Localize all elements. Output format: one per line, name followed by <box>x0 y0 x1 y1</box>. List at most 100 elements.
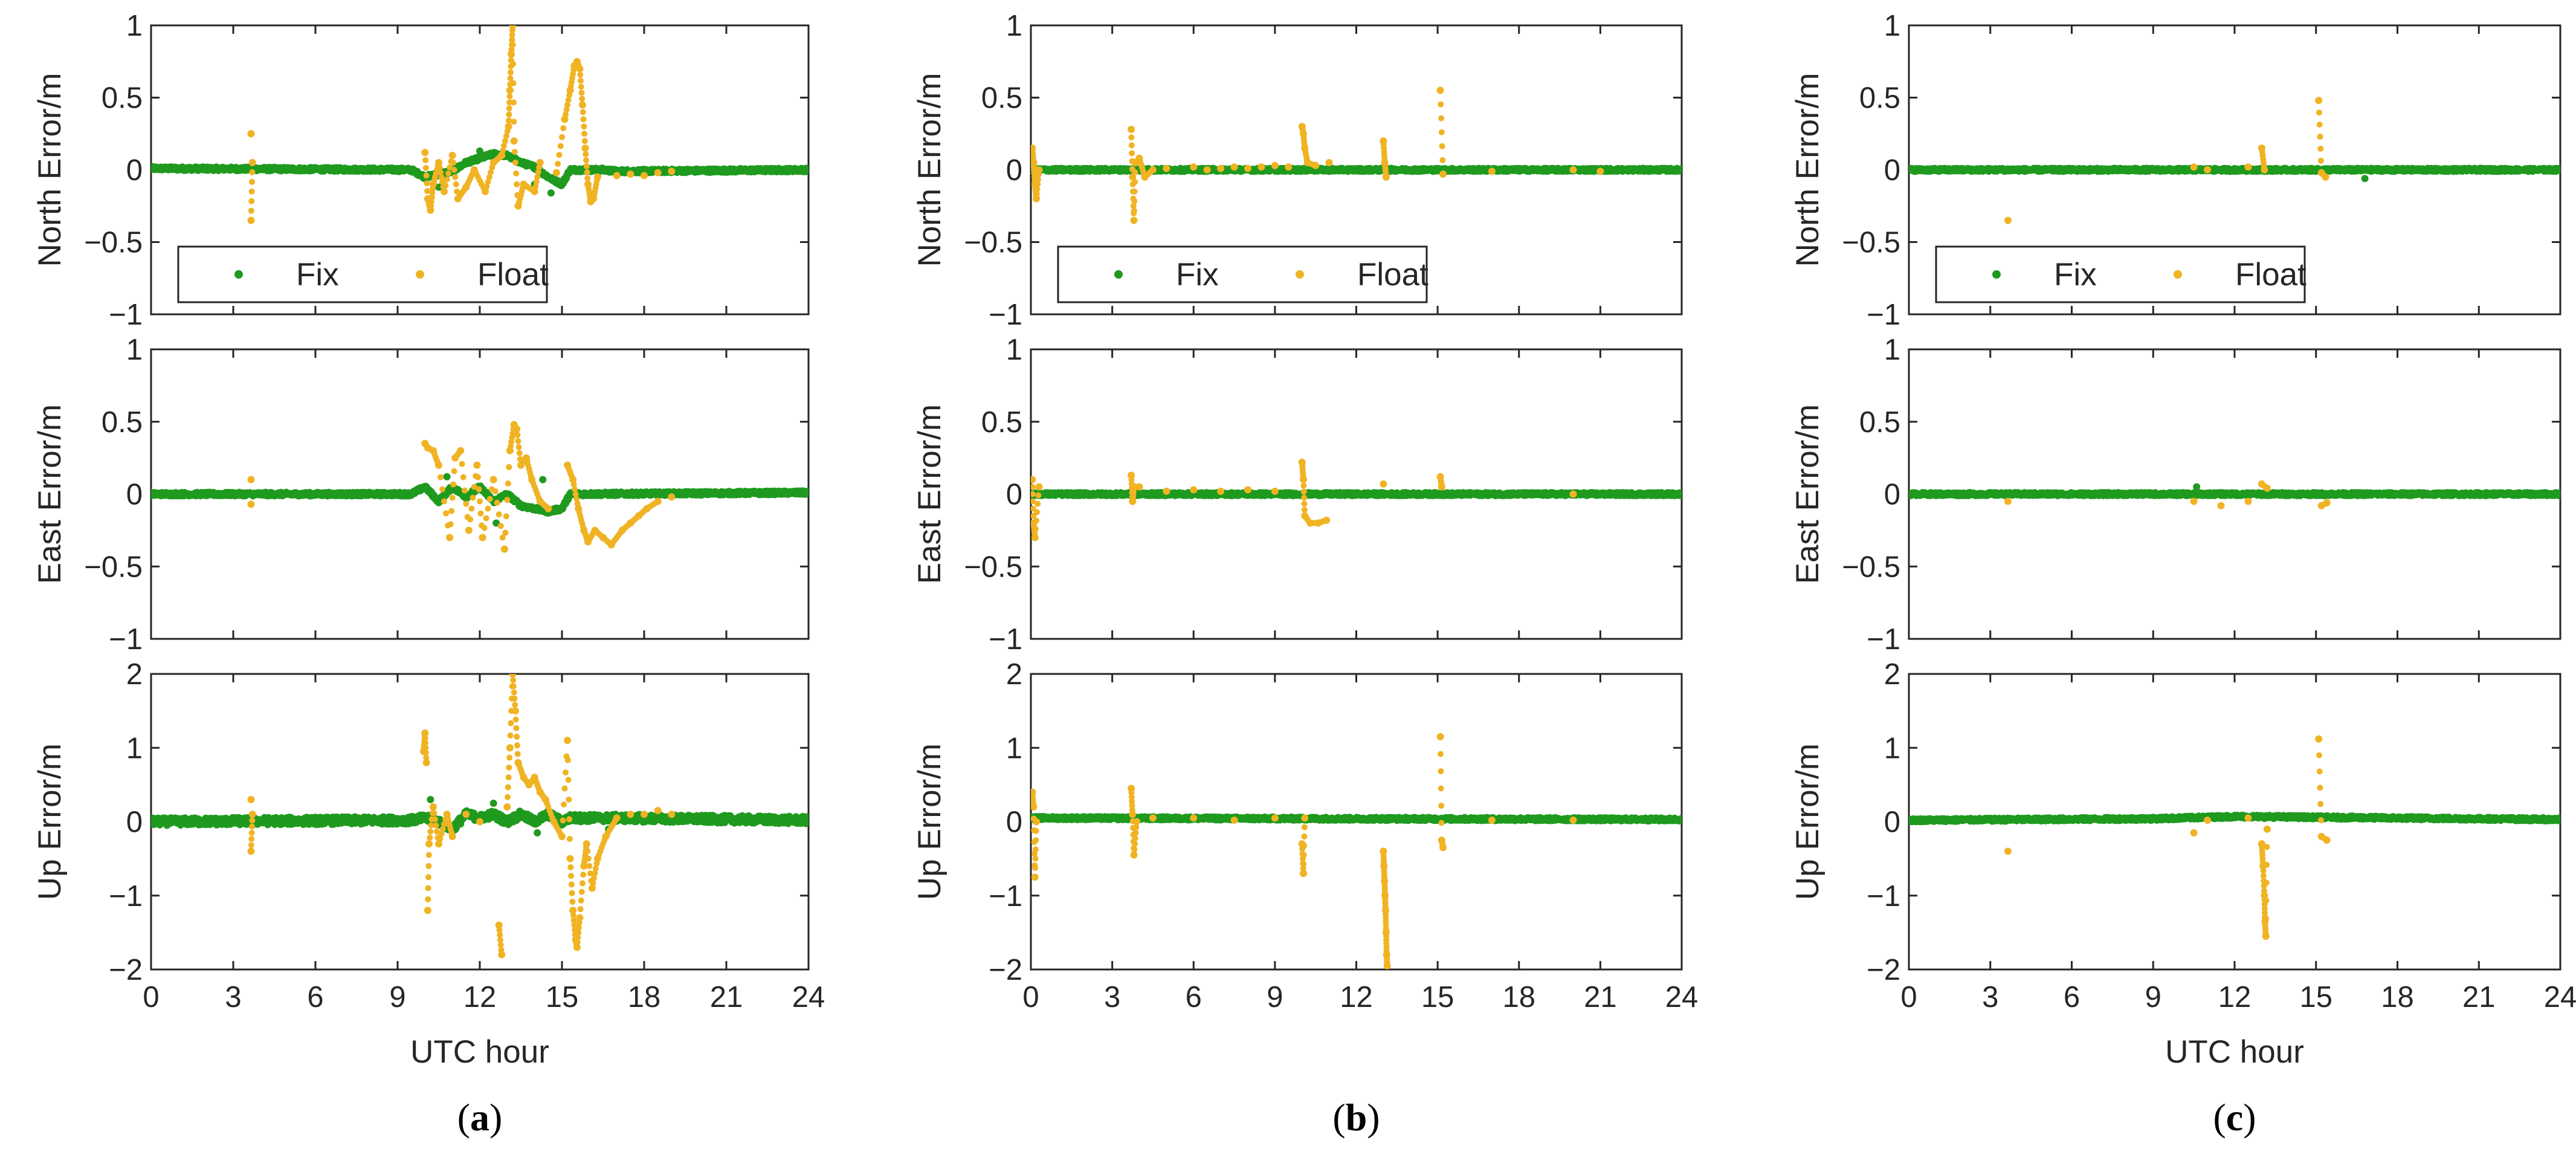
data-point <box>248 829 255 836</box>
plot-area <box>1031 86 1682 224</box>
data-point <box>496 927 503 933</box>
series-fix <box>151 795 809 837</box>
data-point <box>509 36 515 43</box>
data-point <box>438 830 445 837</box>
y-tick-label: 0.5 <box>981 82 1022 115</box>
series-float <box>247 674 676 959</box>
data-point <box>580 116 587 123</box>
panel-label: (a) <box>457 1096 503 1139</box>
data-point <box>654 807 662 815</box>
data-point <box>574 500 581 507</box>
data-point <box>498 947 505 953</box>
data-point <box>446 534 454 542</box>
data-point <box>433 828 440 835</box>
data-point <box>513 425 520 432</box>
data-point <box>439 826 446 832</box>
data-point <box>509 31 515 38</box>
data-point <box>593 177 600 184</box>
data-point <box>552 169 560 176</box>
data-point <box>509 41 516 48</box>
data-point <box>561 785 568 792</box>
data-point <box>489 476 497 484</box>
data-point <box>449 494 456 501</box>
data-point <box>479 534 486 542</box>
data-point <box>436 164 443 171</box>
legend: Fix Float <box>177 245 549 303</box>
data-point <box>429 803 437 811</box>
data-point <box>508 50 515 58</box>
data-point <box>509 27 516 33</box>
data-point <box>536 159 544 167</box>
y-tick-label: −1 <box>109 299 143 331</box>
y-tick-label: 0.5 <box>102 406 143 439</box>
subplot-a-3: 210−1−2Up Error/m0 3 6 9 12 15 18 21 24 <box>32 658 825 1014</box>
x-tick-label: 15 <box>546 981 579 1014</box>
y-axis-label: North Error/m <box>912 73 947 267</box>
data-point <box>499 534 506 541</box>
data-point <box>506 105 512 112</box>
data-point <box>473 461 481 469</box>
data-point <box>477 498 483 505</box>
data-point <box>561 115 569 123</box>
plot-area <box>151 25 809 224</box>
data-point <box>249 169 256 175</box>
data-point <box>505 480 511 487</box>
data-point <box>437 836 444 843</box>
series-fix <box>151 473 809 527</box>
data-point <box>421 149 429 157</box>
data-point <box>576 919 583 926</box>
x-tick-label: 9 <box>389 981 405 1014</box>
data-point <box>474 474 481 481</box>
data-point <box>563 106 570 113</box>
data-point <box>502 138 508 144</box>
data-point <box>424 188 431 195</box>
data-point <box>511 689 517 696</box>
data-point <box>488 169 494 175</box>
data-point <box>483 515 489 522</box>
data-point <box>528 473 534 479</box>
data-point <box>248 811 256 818</box>
data-point <box>601 837 608 844</box>
data-point <box>668 811 676 818</box>
data-point <box>514 432 521 438</box>
data-point <box>505 784 511 791</box>
data-point <box>514 751 521 757</box>
data-point <box>462 811 470 818</box>
data-point <box>248 842 254 849</box>
x-tick-label: 12 <box>463 981 497 1014</box>
data-point <box>584 848 591 855</box>
data-point <box>641 172 648 180</box>
plot-area <box>151 674 809 959</box>
data-point <box>567 864 574 870</box>
data-point <box>248 836 255 843</box>
data-point <box>506 111 512 118</box>
data-point <box>579 880 586 887</box>
data-point <box>560 125 567 132</box>
data-point <box>560 817 566 824</box>
data-point <box>563 769 569 775</box>
data-point <box>422 740 429 746</box>
data-point <box>489 164 496 171</box>
data-point <box>424 180 430 187</box>
data-point <box>444 176 450 183</box>
data-point <box>509 674 517 678</box>
data-point <box>508 46 515 53</box>
data-point <box>427 828 434 835</box>
data-point <box>510 137 518 145</box>
y-tick-label: 0 <box>1006 154 1022 187</box>
y-tick-label: 2 <box>126 658 143 691</box>
data-point <box>435 183 442 191</box>
data-point <box>431 810 437 817</box>
data-point <box>535 494 542 501</box>
data-point <box>566 836 573 843</box>
data-point <box>496 511 502 518</box>
data-point <box>510 683 517 690</box>
data-point <box>508 720 514 727</box>
data-point <box>502 529 509 536</box>
data-point <box>592 870 598 877</box>
data-point <box>579 523 586 530</box>
data-point <box>653 499 659 506</box>
data-point <box>805 817 809 824</box>
